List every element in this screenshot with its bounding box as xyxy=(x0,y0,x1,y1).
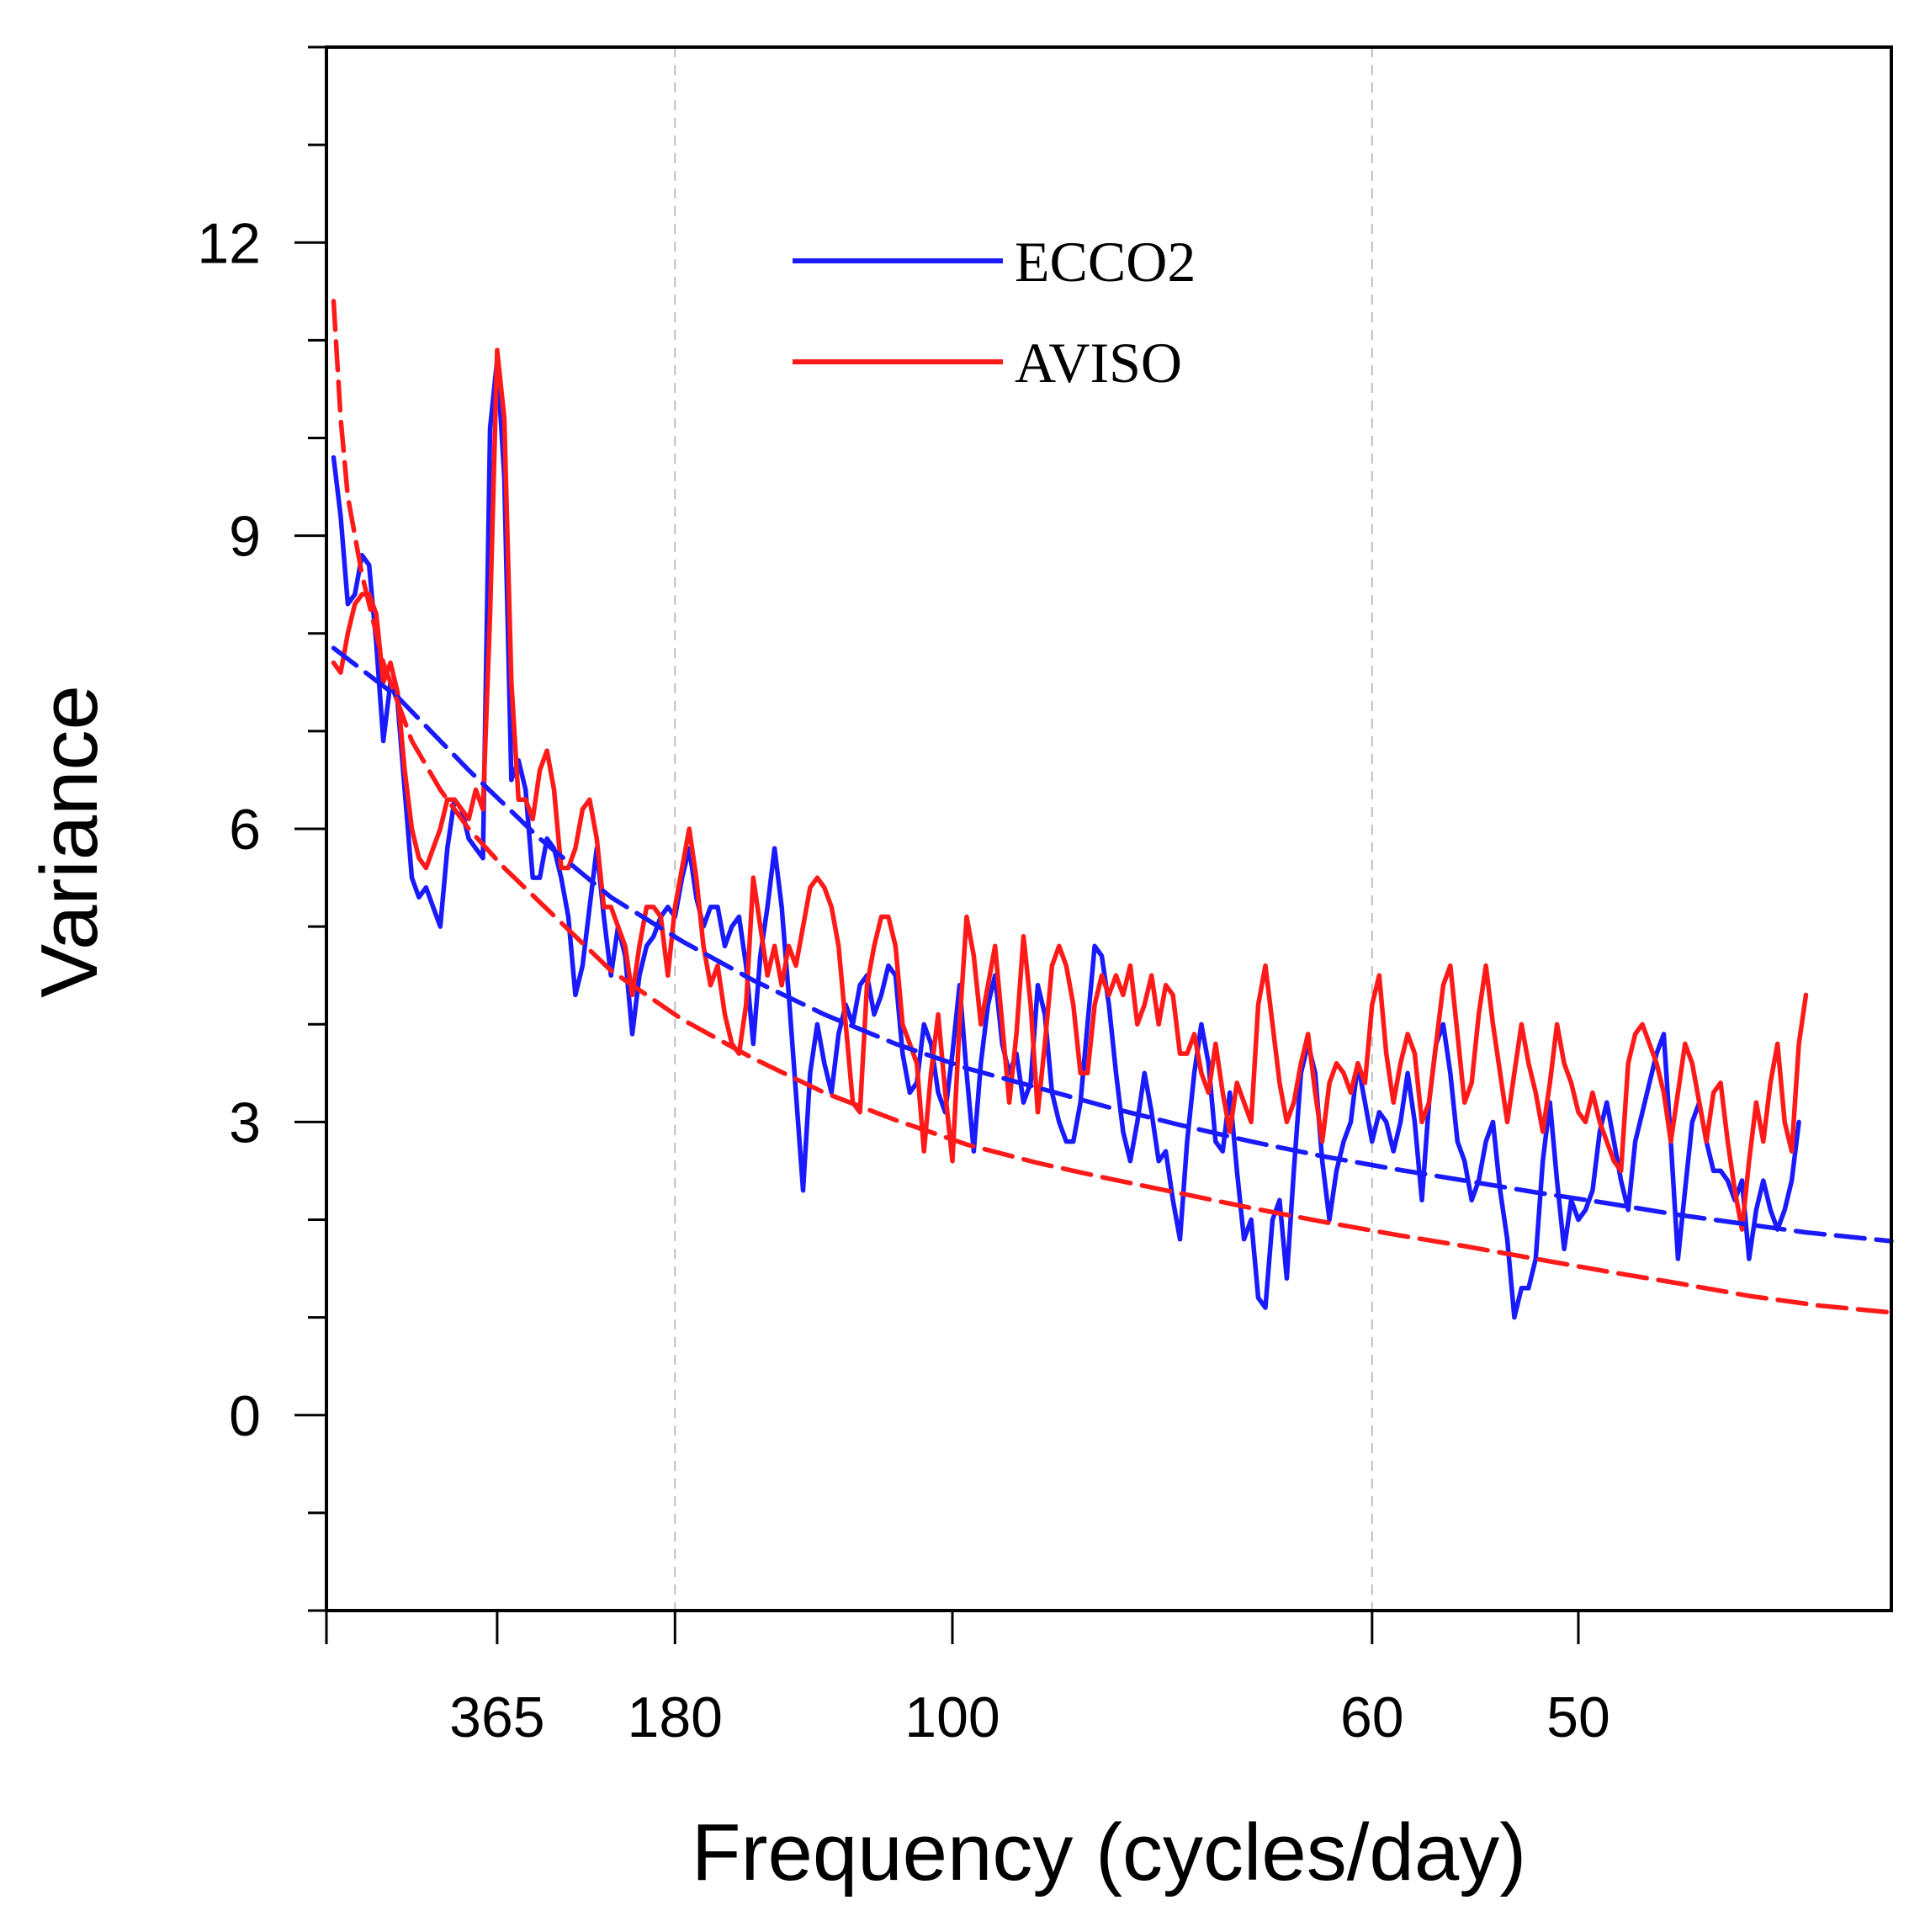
legend-label-aviso: AVISO xyxy=(1015,331,1182,395)
series-aviso-fit xyxy=(331,299,1894,1315)
legend-label-ecco2: ECCO2 xyxy=(1015,230,1196,294)
series-ecco2-fit xyxy=(331,645,1894,1244)
y-tick-label: 6 xyxy=(229,798,261,862)
x-axis-label: Frequency (cycles/day) xyxy=(692,1807,1526,1898)
series-aviso xyxy=(331,348,1809,1232)
y-tick-label: 9 xyxy=(229,505,261,569)
x-tick-label: 100 xyxy=(904,1685,1000,1749)
axes: 0 3 6 9 12 365 180 100 60 50 xyxy=(197,45,1610,1749)
series-lines xyxy=(331,299,1894,1320)
x-tick-label: 60 xyxy=(1340,1685,1404,1749)
y-tick-label: 3 xyxy=(229,1091,261,1154)
y-tick-label: 0 xyxy=(229,1384,261,1448)
y-axis-label: Variance xyxy=(24,685,114,998)
reference-lines xyxy=(674,47,1373,1611)
x-tick-label: 365 xyxy=(449,1685,544,1749)
x-tick-label: 180 xyxy=(628,1685,723,1749)
series-ecco2 xyxy=(331,357,1801,1320)
x-tick-label: 50 xyxy=(1546,1685,1610,1749)
legend: ECCO2 AVISO xyxy=(793,230,1196,395)
y-tick-label: 12 xyxy=(197,211,261,275)
